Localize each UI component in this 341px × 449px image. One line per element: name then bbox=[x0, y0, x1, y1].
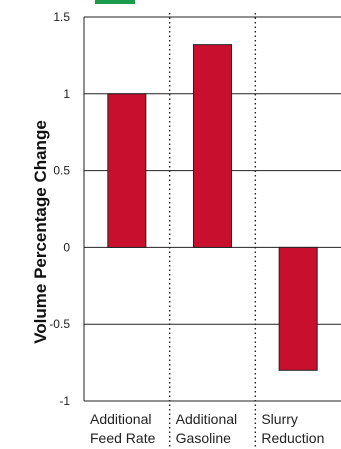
y-tick-label: 1.5 bbox=[53, 10, 70, 24]
category-label: Feed Rate bbox=[90, 430, 156, 446]
category-labels: Additional Feed Rate Additional Gasoline Slu… bbox=[90, 411, 324, 446]
y-tick-label: 0.5 bbox=[53, 164, 70, 178]
bar bbox=[193, 44, 232, 248]
category-label: Gasoline bbox=[176, 430, 231, 446]
y-tick-label: 0 bbox=[63, 240, 70, 254]
top-accent-mark bbox=[95, 0, 135, 4]
category-label: Additional bbox=[90, 411, 152, 427]
category-label: Additional bbox=[176, 411, 238, 427]
y-tick-labels: 1.5 1 0.5 0 -0.5 -1 bbox=[49, 10, 70, 408]
category-label: Reduction bbox=[261, 430, 324, 446]
y-axis-label: Volume Percentage Change bbox=[31, 120, 50, 344]
category-label: Slurry bbox=[261, 411, 298, 427]
y-tick-label: -1 bbox=[59, 394, 70, 408]
bar bbox=[278, 246, 318, 371]
category-separators bbox=[168, 13, 257, 449]
bars bbox=[107, 44, 318, 371]
bar bbox=[107, 93, 147, 248]
y-tick-label: -0.5 bbox=[49, 317, 70, 331]
y-tick-label: 1 bbox=[63, 87, 70, 101]
